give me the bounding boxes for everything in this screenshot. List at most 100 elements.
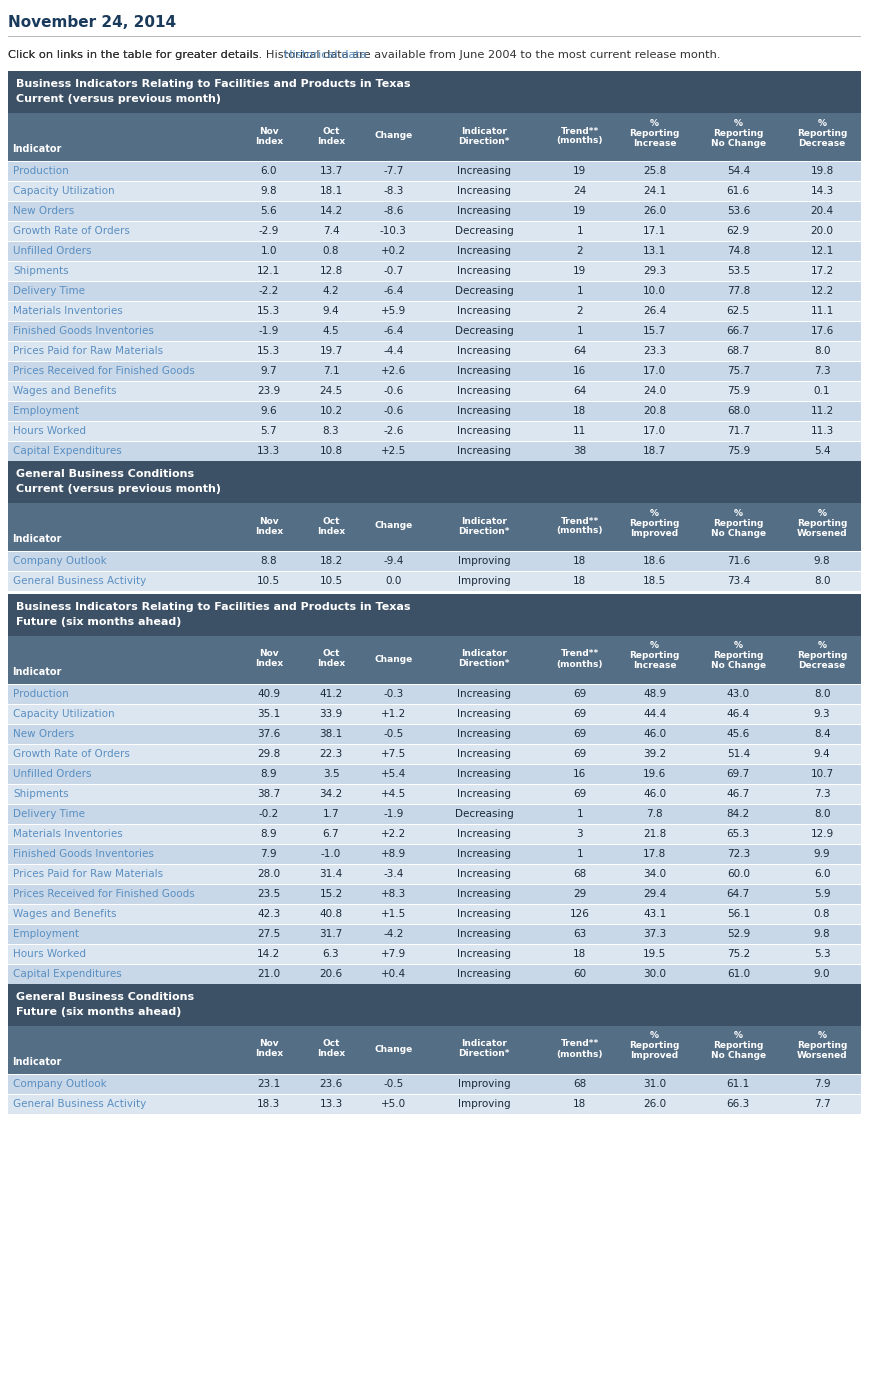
Text: 38.1: 38.1 (320, 729, 342, 739)
Text: 8.9: 8.9 (261, 829, 277, 839)
Text: Direction*: Direction* (459, 1049, 510, 1059)
Text: Indicator: Indicator (12, 144, 62, 154)
Text: 60: 60 (574, 969, 587, 979)
Text: 68: 68 (574, 1078, 587, 1089)
Text: 2: 2 (576, 245, 583, 256)
Text: 17.0: 17.0 (643, 366, 667, 376)
Text: -1.9: -1.9 (259, 326, 279, 335)
Text: -2.2: -2.2 (259, 286, 279, 297)
Text: No Change: No Change (711, 1052, 766, 1060)
Text: 46.0: 46.0 (643, 789, 667, 798)
Text: Increasing: Increasing (457, 689, 511, 699)
Text: Delivery Time: Delivery Time (13, 286, 85, 297)
Text: 18: 18 (574, 1099, 587, 1109)
Text: 9.8: 9.8 (813, 929, 831, 938)
Text: 62.5: 62.5 (726, 306, 750, 316)
Text: 66.3: 66.3 (726, 1099, 750, 1109)
Text: 51.4: 51.4 (726, 748, 750, 760)
Text: Direction*: Direction* (459, 660, 510, 668)
Text: New Orders: New Orders (13, 729, 74, 739)
Text: 18.7: 18.7 (643, 446, 667, 456)
Text: 7.9: 7.9 (813, 1078, 831, 1089)
Text: -0.6: -0.6 (383, 406, 403, 416)
Text: Increasing: Increasing (457, 245, 511, 256)
Text: Increasing: Increasing (457, 748, 511, 760)
Text: 26.0: 26.0 (643, 207, 667, 216)
Text: 12.2: 12.2 (811, 286, 833, 297)
Text: General Business Conditions: General Business Conditions (16, 992, 194, 1002)
Text: %: % (650, 118, 659, 128)
Text: 18: 18 (574, 577, 587, 586)
Text: 60.0: 60.0 (726, 869, 750, 879)
Bar (8, 261, 861, 281)
Text: Increasing: Increasing (457, 186, 511, 195)
Text: 6.3: 6.3 (322, 949, 339, 959)
Text: %: % (734, 1031, 743, 1041)
Text: -1.0: -1.0 (321, 850, 342, 859)
Text: 61.0: 61.0 (726, 969, 750, 979)
Text: 31.0: 31.0 (643, 1078, 667, 1089)
Text: 126: 126 (570, 909, 590, 919)
Text: 11.3: 11.3 (811, 426, 833, 437)
Text: Improved: Improved (631, 528, 679, 538)
Text: Increasing: Increasing (457, 406, 511, 416)
Text: Increasing: Increasing (457, 869, 511, 879)
Text: Production: Production (13, 689, 69, 699)
Text: Prices Received for Finished Goods: Prices Received for Finished Goods (13, 888, 195, 900)
Text: Increasing: Increasing (457, 166, 511, 176)
Text: Historical data: Historical data (284, 50, 367, 60)
Text: +5.4: +5.4 (381, 769, 406, 779)
Bar (8, 825, 861, 844)
Text: Nov: Nov (259, 1040, 279, 1048)
Text: Business Indicators Relating to Facilities and Products in Texas: Business Indicators Relating to Faciliti… (16, 602, 410, 613)
Text: 5.7: 5.7 (261, 426, 277, 437)
Text: Increasing: Increasing (457, 729, 511, 739)
Text: 45.6: 45.6 (726, 729, 750, 739)
Text: 23.6: 23.6 (320, 1078, 342, 1089)
Text: 17.6: 17.6 (811, 326, 833, 335)
Text: Increasing: Increasing (457, 346, 511, 356)
Text: 77.8: 77.8 (726, 286, 750, 297)
Text: Indicator: Indicator (12, 1058, 62, 1067)
Text: Growth Rate of Orders: Growth Rate of Orders (13, 226, 129, 236)
Text: 11: 11 (574, 426, 587, 437)
Text: 12.1: 12.1 (257, 266, 281, 276)
Text: 13.1: 13.1 (643, 245, 667, 256)
Text: 18.1: 18.1 (320, 186, 342, 195)
Text: 7.8: 7.8 (647, 809, 663, 819)
Text: 28.0: 28.0 (257, 869, 281, 879)
Bar (8, 341, 861, 360)
Text: 75.7: 75.7 (726, 366, 750, 376)
Text: Shipments: Shipments (13, 789, 69, 798)
Text: 24.0: 24.0 (643, 385, 667, 396)
Text: Hours Worked: Hours Worked (13, 949, 86, 959)
Text: General Business Activity: General Business Activity (13, 1099, 146, 1109)
Text: 43.1: 43.1 (643, 909, 667, 919)
Bar (8, 764, 861, 784)
Text: %: % (818, 118, 826, 128)
Text: Click on links in the table for greater details.: Click on links in the table for greater … (8, 50, 266, 60)
Text: Nov: Nov (259, 126, 279, 136)
Text: 75.9: 75.9 (726, 446, 750, 456)
Text: Materials Inventories: Materials Inventories (13, 306, 123, 316)
Text: %: % (818, 509, 826, 517)
Text: 24: 24 (574, 186, 587, 195)
Text: +4.5: +4.5 (381, 789, 406, 798)
Text: 9.4: 9.4 (813, 748, 831, 760)
Text: 56.1: 56.1 (726, 909, 750, 919)
Text: 6.0: 6.0 (814, 869, 831, 879)
Text: 9.3: 9.3 (813, 710, 831, 719)
Text: Reporting: Reporting (629, 518, 680, 528)
Text: Increasing: Increasing (457, 207, 511, 216)
Bar (8, 301, 861, 322)
Text: 0.8: 0.8 (814, 909, 831, 919)
Text: Finished Goods Inventories: Finished Goods Inventories (13, 850, 154, 859)
Text: 15.3: 15.3 (257, 306, 281, 316)
Text: Increasing: Increasing (457, 769, 511, 779)
Text: Business Indicators Relating to Facilities and Products in Texas: Business Indicators Relating to Faciliti… (16, 79, 410, 89)
Text: +8.9: +8.9 (381, 850, 406, 859)
Text: 19: 19 (574, 166, 587, 176)
Text: 31.4: 31.4 (320, 869, 342, 879)
Text: +1.5: +1.5 (381, 909, 406, 919)
Text: -0.5: -0.5 (383, 729, 403, 739)
